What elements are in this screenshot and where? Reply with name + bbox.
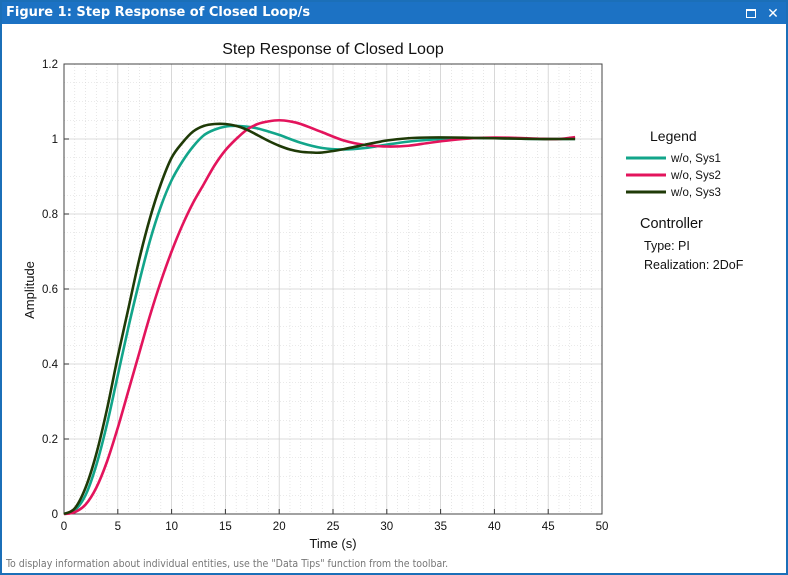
y-tick-label: 0 (52, 509, 58, 521)
close-icon[interactable]: ✕ (767, 5, 779, 21)
maximize-icon[interactable] (742, 4, 760, 22)
controller-type: Type: PI (644, 239, 690, 253)
x-tick-label: 15 (219, 521, 232, 533)
y-tick-label: 0.8 (42, 209, 58, 221)
x-tick-label: 20 (273, 521, 286, 533)
controller-heading: Controller (640, 216, 703, 232)
x-axis-label: Time (s) (309, 536, 356, 551)
legend-entry-sys1: w/o, Sys1 (670, 153, 721, 165)
series-line-sys2[interactable] (63, 118, 576, 516)
legend-entry-sys3: w/o, Sys3 (670, 187, 721, 199)
figure-canvas: 0 5 10 15 20 25 30 35 40 45 50 0 0.2 0.4 0.6 0.8 1 1.2 St… (22, 41, 744, 551)
x-tick-label: 35 (434, 521, 447, 533)
y-tick-label: 1 (52, 134, 58, 146)
x-tick-label: 45 (542, 521, 555, 533)
y-tick-label: 1.2 (42, 59, 58, 71)
y-tick-label: 0.6 (42, 284, 58, 296)
x-tick-label: 30 (380, 521, 393, 533)
controller-info: Controller Type: PI Realization: 2DoF (640, 216, 744, 272)
x-tick-label: 50 (596, 521, 609, 533)
x-tick-label: 40 (488, 521, 501, 533)
y-axis-label: Amplitude (22, 261, 37, 319)
y-tick-label: 0.4 (42, 359, 59, 371)
x-tick-label: 0 (61, 521, 67, 533)
status-bar-text: To display information about individual … (6, 558, 449, 570)
legend-title: Legend (650, 128, 697, 144)
controller-realization: Realization: 2DoF (644, 258, 744, 272)
chart-title: Step Response of Closed Loop (222, 41, 444, 58)
y-tick-label: 0.2 (42, 434, 58, 446)
legend: Legend w/o, Sys1 w/o, Sys2 w/o, Sys3 (626, 128, 721, 199)
x-tick-label: 5 (115, 521, 121, 533)
legend-entry-sys2: w/o, Sys2 (670, 170, 721, 182)
plot-frame (63, 63, 603, 515)
x-tick-label: 25 (327, 521, 340, 533)
x-tick-label: 10 (165, 521, 178, 533)
title-bar[interactable]: Figure 1: Step Response of Closed Loop/s… (2, 2, 786, 24)
window-title: Figure 1: Step Response of Closed Loop/s (6, 5, 311, 20)
series-line-sys3[interactable] (63, 122, 576, 516)
